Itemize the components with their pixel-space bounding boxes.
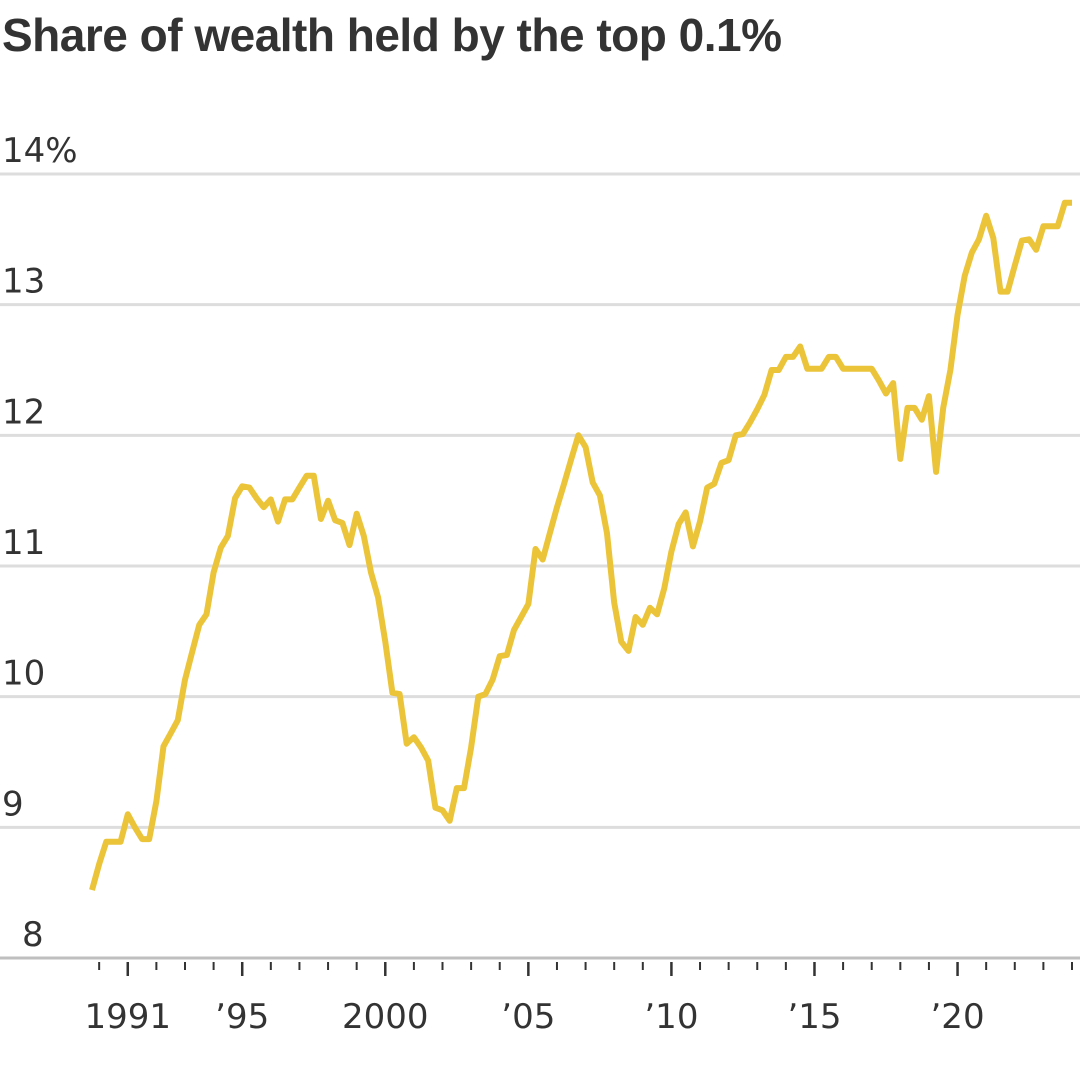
x-tick-label: ’20 [931, 997, 985, 1037]
y-tick-label: 9 [2, 784, 24, 824]
y-tick-labels: 14% 13 12 11 10 9 8 [2, 131, 78, 955]
series-lines [89, 199, 1072, 891]
x-tick-label: 1991 [85, 997, 172, 1037]
y-tick-label: 13 [2, 262, 45, 302]
x-tick-label: 2000 [342, 997, 429, 1037]
x-axis: 1991 ’95 2000 ’05 ’10 ’15 ’20 [85, 962, 1073, 1037]
x-tick-label: ’10 [644, 997, 698, 1037]
y-tick-label: 12 [2, 392, 45, 432]
y-tick-label: 10 [2, 654, 45, 694]
y-tick-label: 14% [2, 131, 78, 171]
gridlines [0, 172, 1080, 960]
x-tick-label: ’15 [787, 997, 841, 1037]
series-line [89, 199, 1072, 891]
y-tick-label: 11 [2, 523, 45, 563]
x-tick-label: ’05 [501, 997, 555, 1037]
y-tick-label: 8 [22, 915, 44, 955]
x-tick-label: ’95 [215, 997, 269, 1037]
chart-title: Share of wealth held by the top 0.1% [2, 9, 782, 61]
